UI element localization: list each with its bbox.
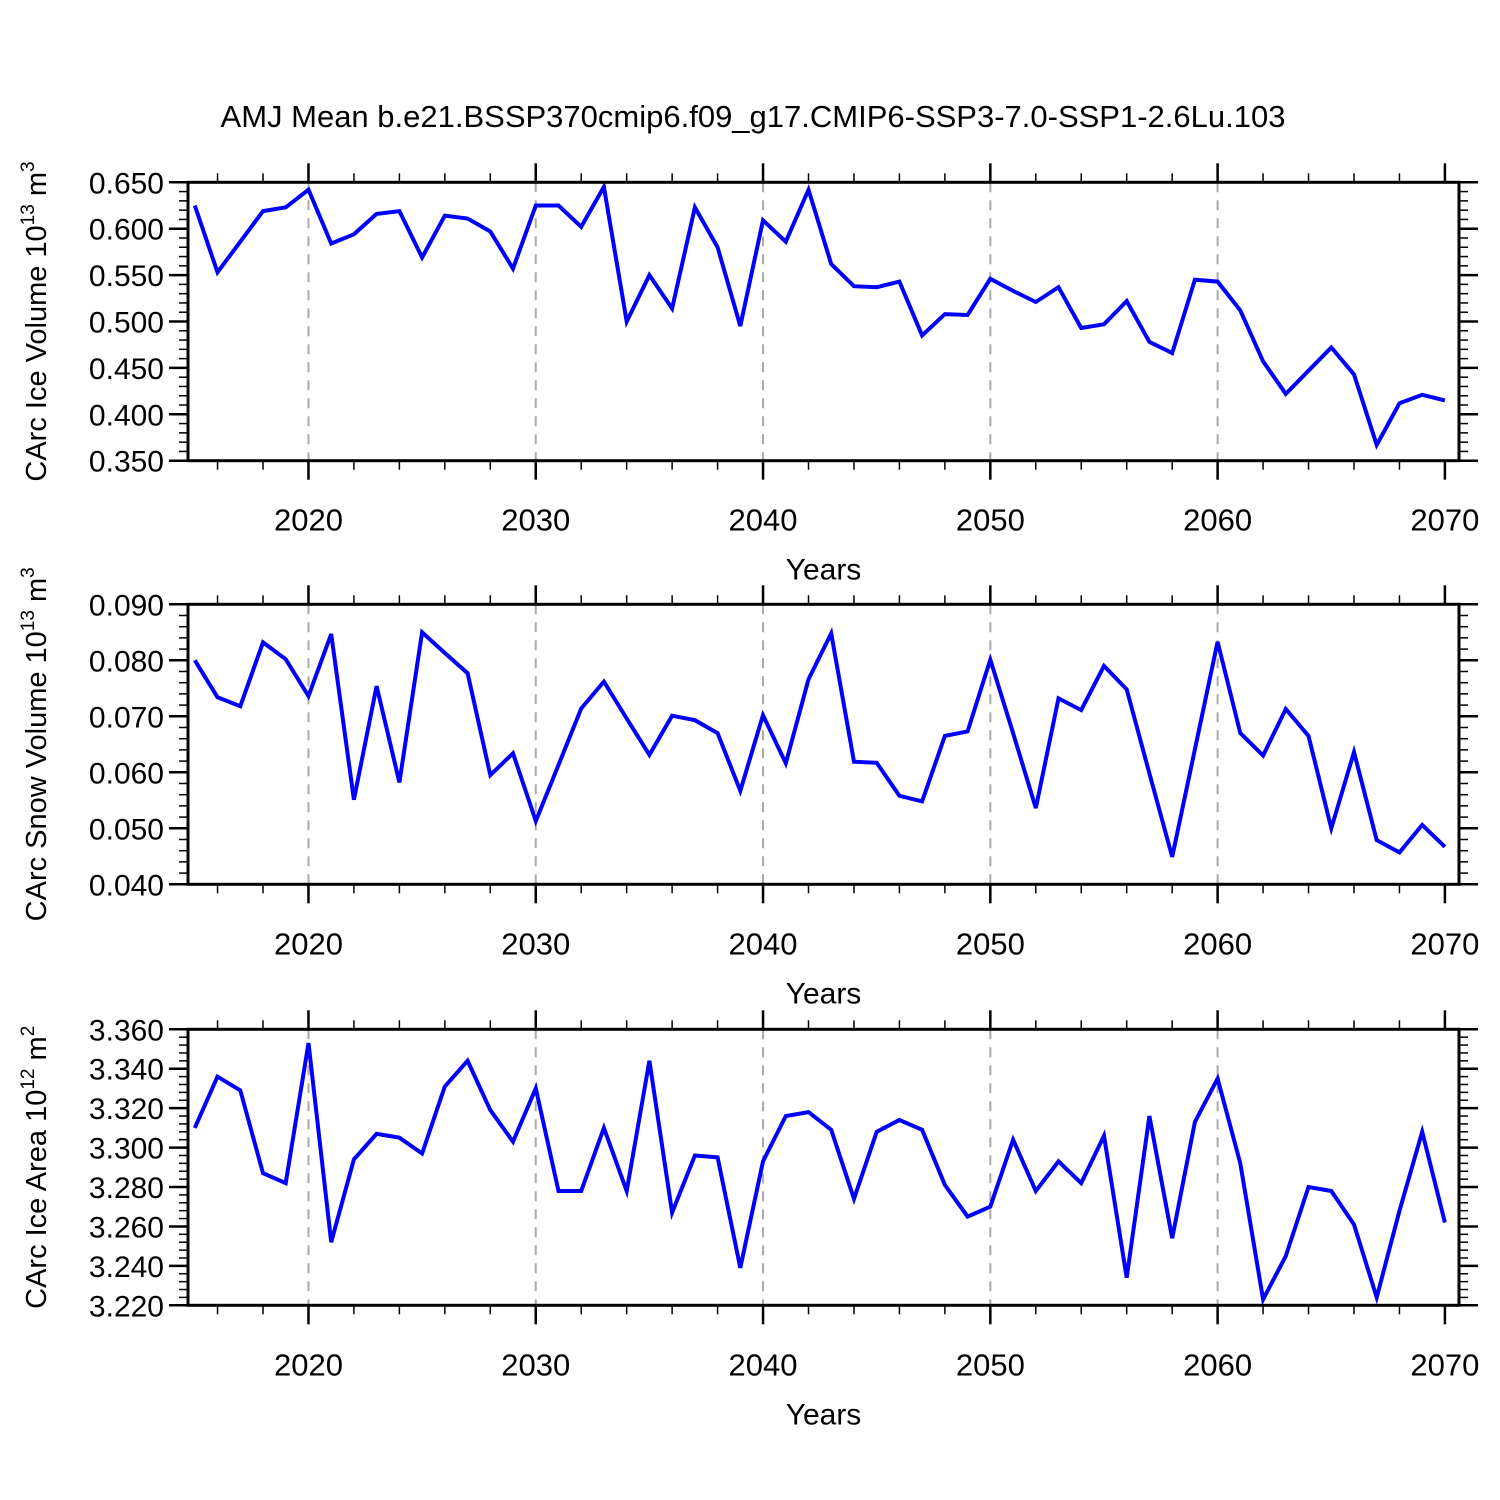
panel-carc-ice-volume: 0.650 0.600 0.550 0.500 0.450 0.400 0.350 2020 2… [18,161,1479,586]
chart-title: AMJ Mean b.e21.BSSP370cmip6.f09_g17.CMIP… [220,99,1286,134]
y-axis-title: CArc Ice Area 1012 m2 [18,1026,53,1309]
y-axis-title: CArc Snow Volume 1013 m3 [18,567,53,921]
x-tick-label: 2020 [274,1347,343,1382]
decade-gridlines [307,604,1219,885]
y-tick-label: 0.040 [89,869,164,902]
y-tick-label: 0.600 [89,214,164,247]
y-tick-label: 0.070 [89,701,164,734]
x-tick-label: 2060 [1183,1347,1252,1382]
panel-border [186,180,1461,463]
carc-snow-volume-line [193,627,1447,858]
carc-ice-volume-line [192,181,1446,450]
y-tick-label: 0.050 [89,813,164,846]
panel-carc-ice-area: 3.360 3.340 3.320 3.300 3.280 3.260 3.240 3.220… [18,1010,1479,1431]
y-tick-label: 0.080 [89,645,164,678]
x-tick-label: 2050 [956,926,1025,961]
x-tick-label: 2070 [1410,1347,1479,1382]
y-tick-label: 3.220 [89,1290,164,1323]
y-tick-label: 0.550 [89,260,164,293]
x-tick-label: 2070 [1410,503,1479,538]
x-axis-title: Years [786,977,862,1010]
x-axis-title: Years [786,1398,862,1431]
x-tick-label: 2040 [729,503,798,538]
y-tick-label: 3.240 [89,1251,164,1284]
panel-carc-snow-volume: 0.090 0.080 0.070 0.060 0.050 0.040 2020 2030 20… [18,567,1479,1010]
x-tick-label: 2020 [274,926,343,961]
x-tick-label: 2050 [956,503,1025,538]
x-tick-label: 2030 [501,503,570,538]
x-tick-label: 2050 [956,1347,1025,1382]
x-tick-label: 2060 [1183,926,1252,961]
x-tick-label: 2060 [1183,503,1252,538]
y-tick-label: 3.360 [89,1014,164,1047]
y-tick-label: 0.500 [89,307,164,340]
carc-ice-area-line [192,1042,1447,1306]
y-tick-label: 0.650 [89,167,164,200]
y-tick-label: 3.300 [89,1133,164,1166]
x-tick-label: 2040 [729,926,798,961]
y-axis-title: CArc Ice Volume 1013 m3 [18,161,53,481]
panel-border [186,1027,1461,1307]
x-axis-title: Years [786,554,862,587]
x-tick-label: 2020 [274,503,343,538]
x-tick-label: 2070 [1410,926,1479,961]
panel-border [186,602,1461,886]
y-tick-label: 0.350 [89,446,164,479]
y-tick-label: 3.260 [89,1211,164,1244]
y-tick-label: 0.400 [89,399,164,432]
y-tick-label: 0.090 [89,589,164,622]
x-tick-label: 2030 [501,926,570,961]
y-tick-label: 0.060 [89,757,164,790]
y-tick-label: 0.450 [89,353,164,386]
y-tick-label: 3.280 [89,1172,164,1205]
x-tick-label: 2030 [501,1347,570,1382]
y-tick-label: 3.320 [89,1093,164,1126]
y-tick-label: 3.340 [89,1054,164,1087]
x-tick-label: 2040 [729,1347,798,1382]
